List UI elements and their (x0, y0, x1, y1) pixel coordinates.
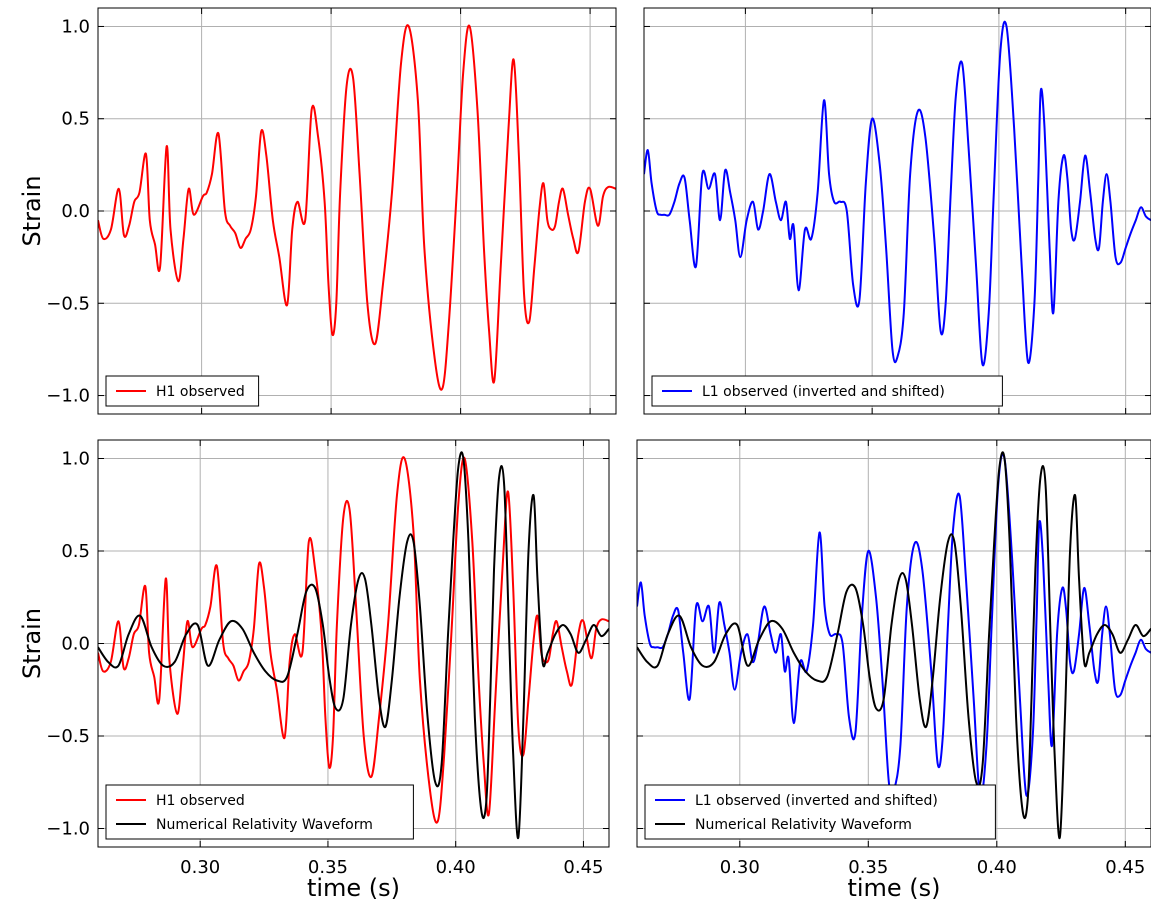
panel-top-left: −1.0 −0.5 0.0 0.5 1.0 Strain H1 observed (18, 7, 617, 415)
legend: L1 observed (inverted and shifted) (651, 375, 1003, 407)
y-axis-label: Strain (18, 608, 46, 679)
axes-frame (643, 7, 1151, 415)
series-line-nr-waveform (637, 451, 1151, 839)
x-tick-label: 0.45 (1105, 857, 1145, 878)
x-tick-label: 0.30 (180, 857, 220, 878)
legend-label: L1 observed (inverted and shifted) (695, 793, 938, 809)
legend-label: Numerical Relativity Waveform (156, 817, 373, 833)
panel-bottom-right: 0.30 0.35 0.40 0.45 time (s) L1 observed (inv… (636, 439, 1151, 902)
axes-frame (97, 439, 610, 848)
x-tick-label: 0.30 (720, 857, 760, 878)
y-axis-label: Strain (18, 175, 46, 246)
x-tick-label: 0.45 (563, 857, 603, 878)
y-tick-label: −0.5 (46, 726, 90, 747)
y-tick-label: −1.0 (46, 819, 90, 840)
y-tick-label: −1.0 (46, 386, 90, 407)
legend: H1 observed Numerical Relativity Waveform (105, 784, 414, 840)
series-line-h1-observed (98, 24, 616, 391)
x-tick-label: 0.35 (848, 857, 888, 878)
legend: L1 observed (inverted and shifted) Numeri… (644, 784, 996, 840)
y-tick-label: 0.0 (61, 201, 90, 222)
x-tick-label: 0.40 (977, 857, 1017, 878)
panel-bottom-left: 0.30 0.35 0.40 0.45 −1.0 −0.5 0.0 0.5 1.0 Strain t… (18, 439, 610, 902)
axes-frame (636, 439, 1151, 848)
x-axis-label: time (s) (847, 874, 940, 902)
series-line-l1-observed (644, 20, 1151, 367)
series-line-nr-waveform (98, 451, 609, 839)
y-tick-label: 0.5 (61, 541, 90, 562)
series-line-l1-observed (637, 452, 1151, 800)
legend-box (644, 784, 996, 840)
y-tick-label: 0.5 (61, 109, 90, 130)
legend-label: H1 observed (156, 793, 245, 809)
x-tick-label: 0.35 (308, 857, 348, 878)
legend-label: H1 observed (156, 384, 245, 400)
legend-label: L1 observed (inverted and shifted) (702, 384, 945, 400)
axes-frame (97, 7, 617, 415)
legend-box (105, 784, 414, 840)
y-tick-label: 1.0 (61, 16, 90, 37)
panel-top-right: L1 observed (inverted and shifted) (643, 7, 1151, 415)
y-tick-label: 0.0 (61, 634, 90, 655)
series-line-h1-observed (98, 456, 609, 824)
x-axis-label: time (s) (307, 874, 400, 902)
legend: H1 observed (105, 375, 260, 407)
legend-box (651, 375, 1003, 407)
y-tick-label: 1.0 (61, 449, 90, 470)
legend-label: Numerical Relativity Waveform (695, 817, 912, 833)
x-tick-label: 0.40 (436, 857, 476, 878)
y-tick-label: −0.5 (46, 293, 90, 314)
